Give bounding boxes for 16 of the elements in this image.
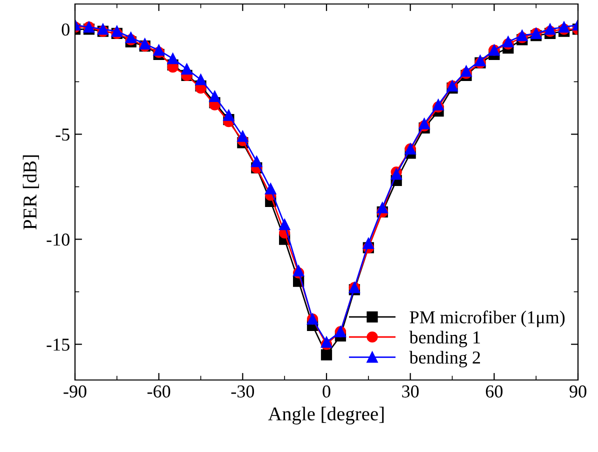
y-tick-label: -5: [56, 128, 70, 141]
x-tick-label: -60: [147, 385, 170, 398]
y-tick-label: -15: [46, 338, 70, 351]
x-axis-title: Angle [degree]: [268, 406, 384, 424]
y-axis-title: PER [dB]: [22, 155, 39, 230]
legend-label: bending 2: [409, 350, 480, 368]
x-tick-label: 90: [570, 385, 586, 398]
x-tick-label: 30: [402, 385, 419, 398]
x-tick-label: -90: [64, 385, 86, 398]
x-tick-label: 0: [322, 385, 330, 398]
legend-label: PM microfiber (1μm): [410, 310, 565, 328]
y-tick-label: -10: [46, 234, 70, 246]
y-tick-label: 0: [62, 23, 70, 36]
x-tick-label: 60: [486, 385, 503, 398]
legend-label: bending 1: [409, 330, 480, 348]
x-tick-label: -30: [231, 385, 254, 398]
